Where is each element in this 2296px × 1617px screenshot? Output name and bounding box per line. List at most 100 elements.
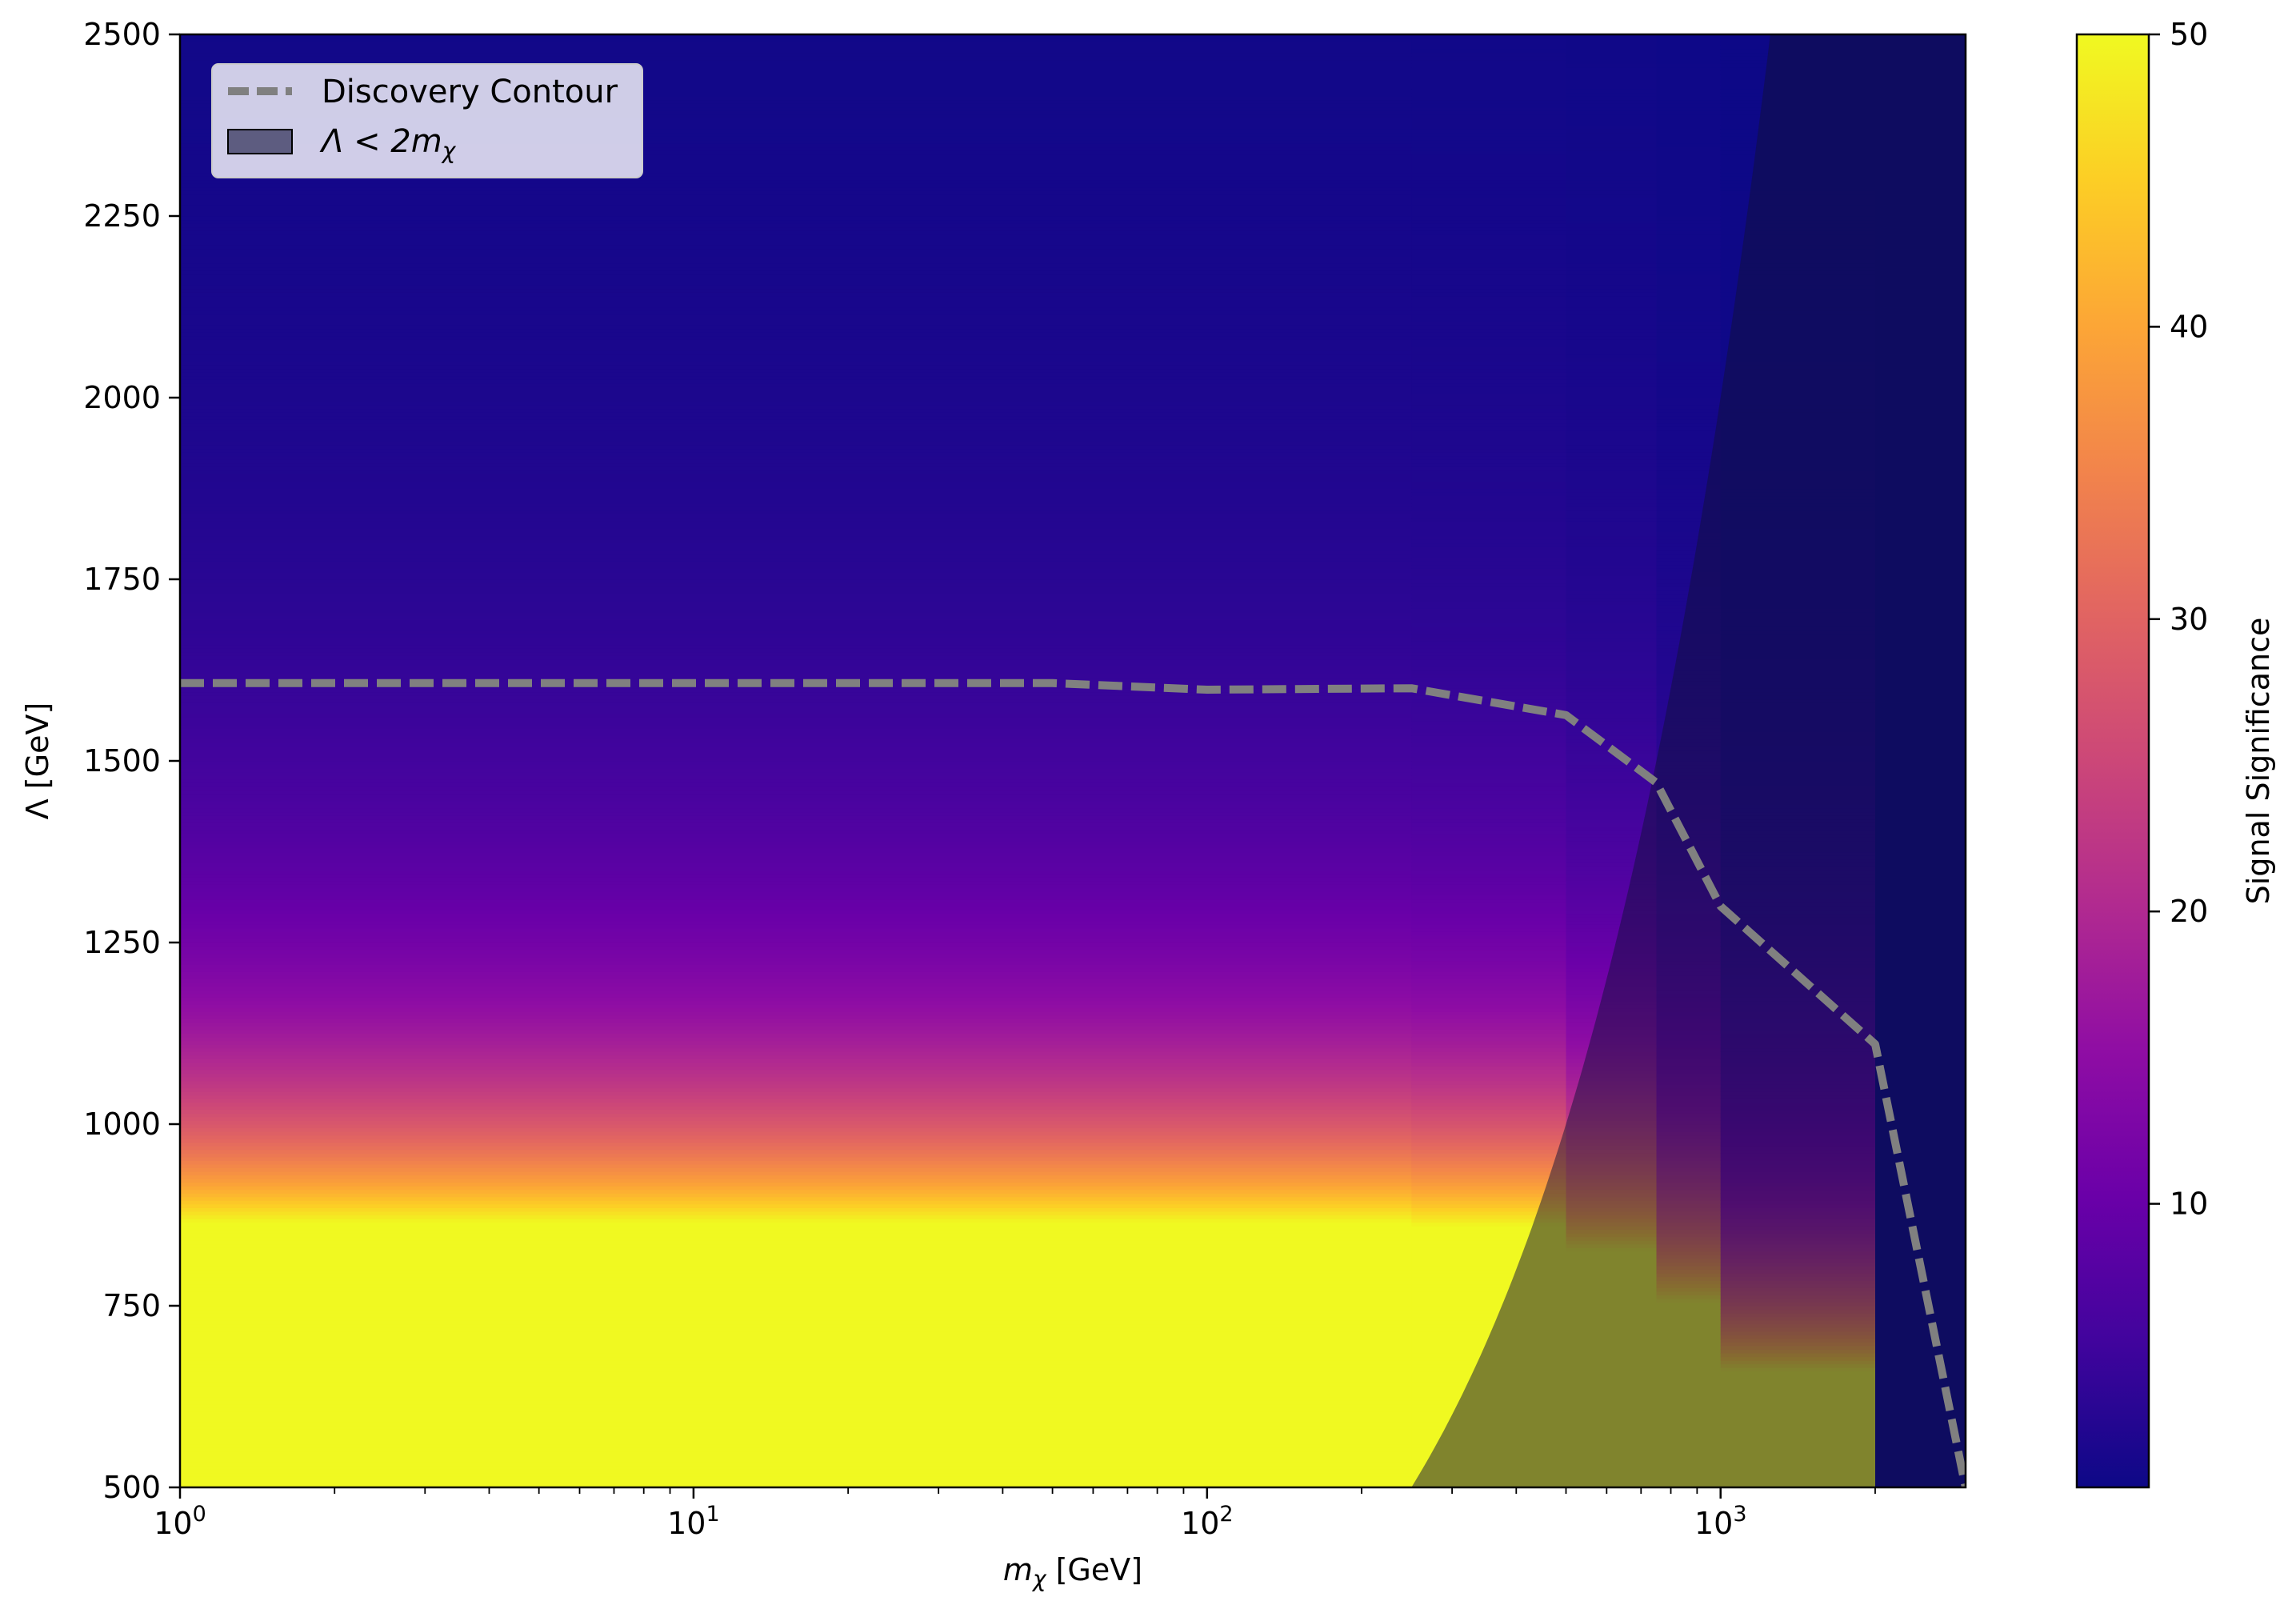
heatmap-cell (180, 1389, 1412, 1394)
heatmap-cell (1411, 1019, 1567, 1023)
heatmap-cell (1656, 270, 1722, 275)
heatmap-cell (180, 462, 1412, 467)
heatmap-cell (180, 1051, 1412, 1056)
heatmap-cell (1411, 1073, 1567, 1078)
heatmap-cell (1411, 303, 1567, 308)
heatmap-cell (1411, 891, 1567, 896)
heatmap-cell (1656, 219, 1722, 224)
heatmap-cell (1566, 437, 1658, 442)
heatmap-cell (180, 365, 1412, 370)
heatmap-cell (1411, 477, 1567, 482)
heatmap-cell (180, 306, 1412, 311)
heatmap-cell (1411, 960, 1567, 965)
heatmap-cell (1411, 499, 1567, 504)
heatmap-cell (1656, 517, 1722, 522)
heatmap-cell (1411, 1215, 1567, 1219)
heatmap-cell (180, 437, 1412, 442)
heatmap-cell (1656, 390, 1722, 394)
heatmap-cell (1411, 1153, 1567, 1158)
heatmap-cell (1411, 1087, 1567, 1092)
heatmap-cell (1566, 103, 1658, 108)
heatmap-cell (180, 761, 1412, 766)
heatmap-cell (1566, 778, 1658, 783)
heatmap-cell (1411, 851, 1567, 856)
heatmap-cell (1411, 485, 1567, 490)
heatmap-cell (180, 255, 1412, 260)
y-tick-label: 1500 (83, 743, 161, 778)
heatmap-cell (1656, 452, 1722, 457)
heatmap-cell (1656, 278, 1722, 282)
heatmap-cell (1411, 946, 1567, 951)
heatmap-cell (1656, 143, 1722, 148)
heatmap-cell (1411, 285, 1567, 290)
heatmap-cell (1566, 771, 1658, 776)
heatmap-cell (1411, 405, 1567, 410)
heatmap-cell (1566, 292, 1658, 297)
heatmap-cell (180, 1323, 1412, 1328)
heatmap-cell (180, 110, 1412, 115)
heatmap-cell (1656, 106, 1722, 111)
heatmap-cell (1411, 299, 1567, 304)
heatmap-cell (180, 1211, 1412, 1216)
heatmap-cell (180, 1167, 1412, 1172)
heatmap-cell (1411, 234, 1567, 238)
heatmap-cell (1411, 750, 1567, 754)
heatmap-cell (180, 136, 1412, 141)
heatmap-cell (180, 342, 1412, 347)
heatmap-cell (1411, 742, 1567, 747)
heatmap-cell (1411, 848, 1567, 853)
heatmap-cell (1566, 488, 1658, 493)
heatmap-cell (180, 1124, 1412, 1129)
heatmap-cell (1411, 666, 1567, 671)
heatmap-cell (1656, 586, 1722, 591)
heatmap-cell (1566, 270, 1658, 275)
heatmap-cell (1656, 295, 1722, 300)
heatmap-cell (180, 1403, 1412, 1408)
heatmap-cell (1656, 398, 1722, 402)
heatmap-cell (1566, 887, 1658, 892)
heatmap-cell (1411, 906, 1567, 911)
heatmap-cell (1411, 74, 1567, 78)
heatmap-cell (1566, 252, 1658, 257)
heatmap-cell (180, 648, 1412, 653)
heatmap-cell (1566, 611, 1658, 616)
heatmap-cell (180, 641, 1412, 646)
heatmap-cell (1566, 859, 1658, 863)
heatmap-cell (180, 1022, 1412, 1027)
heatmap-cell (180, 677, 1412, 682)
heatmap-cell (1411, 306, 1567, 311)
heatmap-cell (1656, 45, 1722, 50)
heatmap-cell (1411, 1222, 1567, 1227)
heatmap-cell (180, 982, 1412, 987)
heatmap-cell (180, 1004, 1412, 1009)
heatmap-cell (180, 517, 1412, 522)
heatmap-cell (180, 1425, 1412, 1430)
heatmap-cell (1566, 179, 1658, 184)
heatmap-cell (1411, 422, 1567, 427)
heatmap-cell (1566, 74, 1658, 78)
heatmap-cell (1566, 306, 1658, 311)
y-tick-label: 750 (102, 1288, 161, 1323)
heatmap-cell (1566, 924, 1658, 929)
heatmap-cell (1566, 506, 1658, 511)
heatmap-cell (180, 408, 1412, 413)
heatmap-cell (1656, 514, 1722, 518)
heatmap-cell (1566, 880, 1658, 885)
heatmap-cell (1566, 691, 1658, 696)
heatmap-cell (1411, 771, 1567, 776)
heatmap-cell (1656, 66, 1722, 71)
heatmap-cell (1566, 245, 1658, 250)
heatmap-cell (180, 485, 1412, 490)
heatmap-cell (1566, 201, 1658, 206)
heatmap-cell (180, 542, 1412, 547)
heatmap-cell (1411, 658, 1567, 663)
heatmap-cell (1566, 386, 1658, 391)
heatmap-cell (180, 1033, 1412, 1038)
heatmap-cell (180, 1266, 1412, 1271)
heatmap-cell (180, 1175, 1412, 1179)
heatmap-cell (1411, 1030, 1567, 1035)
heatmap-cell (1656, 281, 1722, 286)
heatmap-cell (1411, 677, 1567, 682)
heatmap-cell (180, 586, 1412, 591)
heatmap-cell (180, 103, 1412, 108)
